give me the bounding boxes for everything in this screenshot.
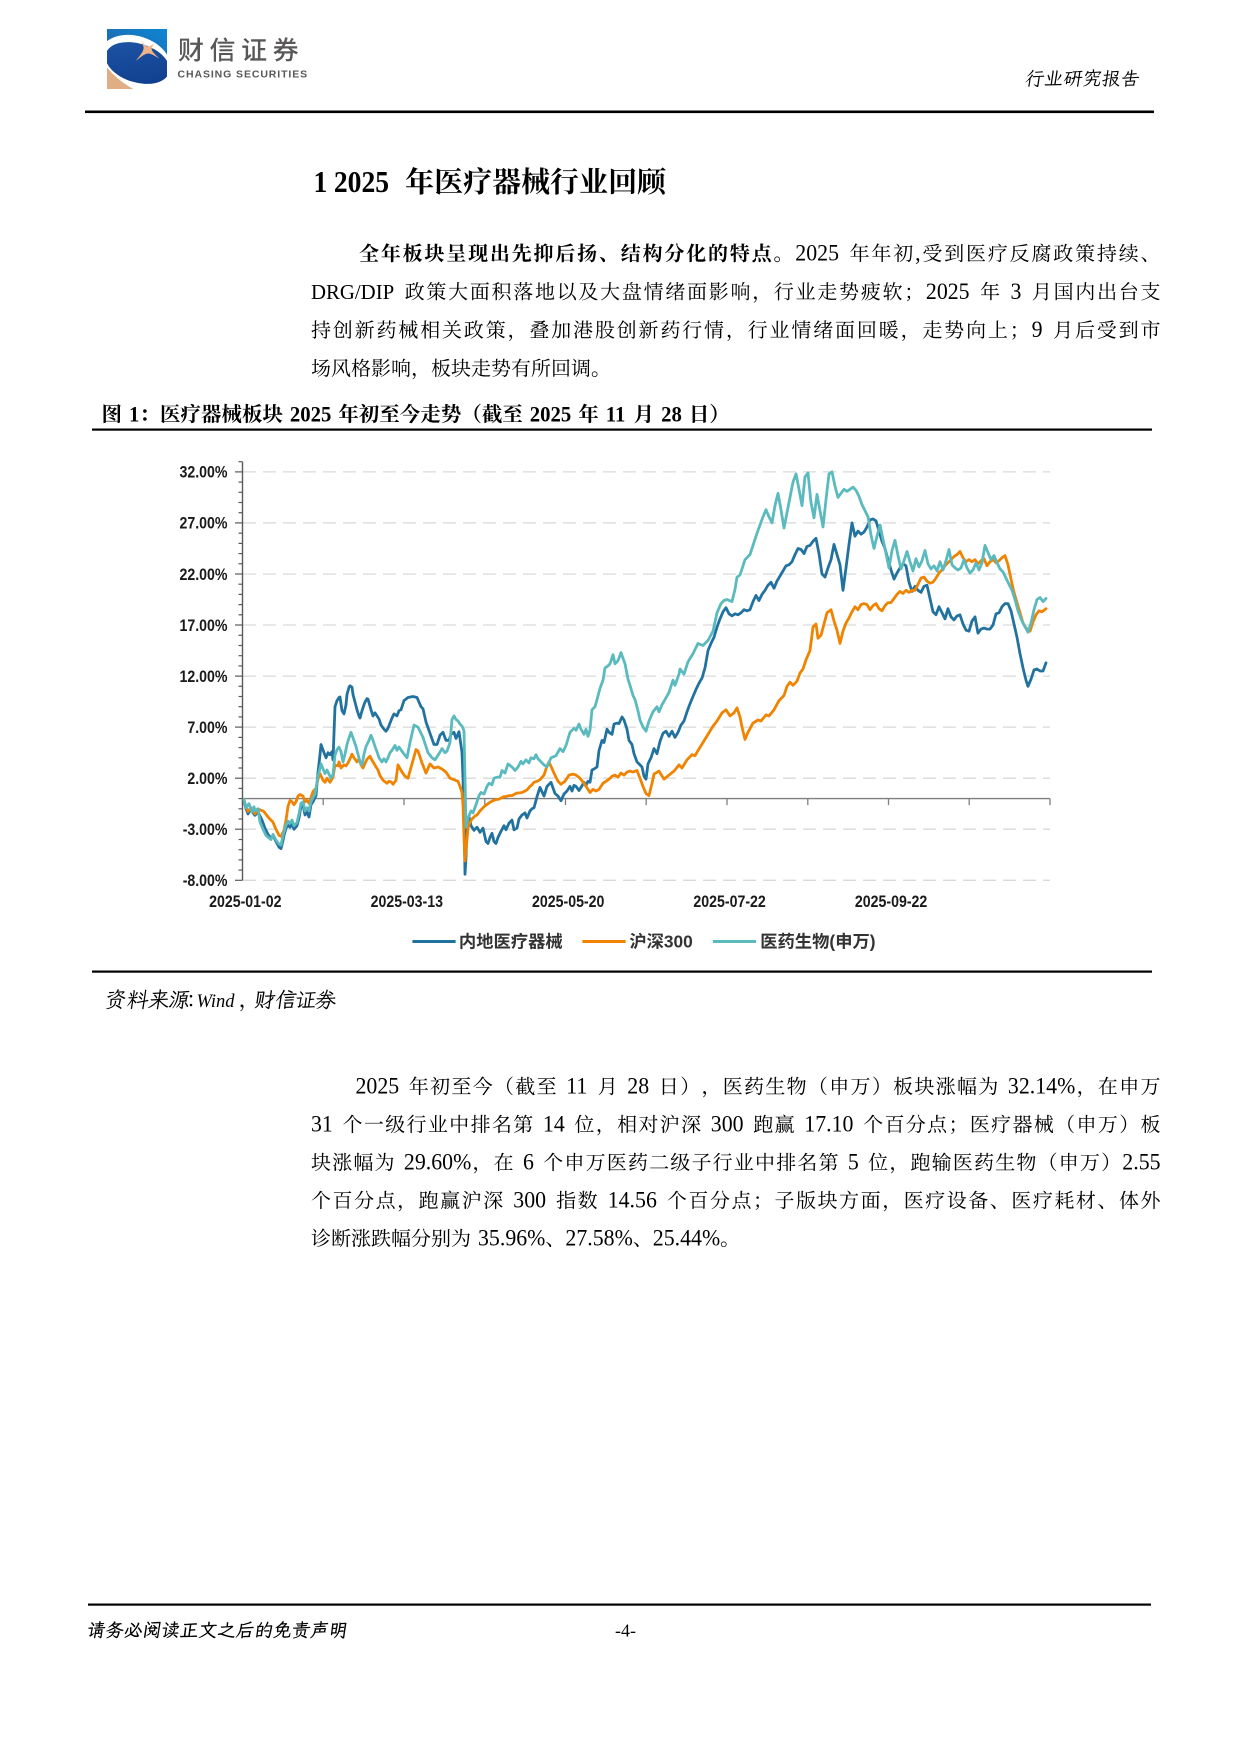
svg-text:32.00%: 32.00%	[180, 464, 228, 482]
svg-text:2025: 2025	[334, 166, 389, 200]
svg-text:17.00%: 17.00%	[180, 617, 228, 635]
svg-text:28: 28	[661, 402, 682, 427]
svg-text:3: 3	[1011, 278, 1022, 304]
svg-text:2025-05-20: 2025-05-20	[532, 893, 604, 911]
svg-text:CHASING SECURITIES: CHASING SECURITIES	[178, 69, 309, 81]
svg-text:22.00%: 22.00%	[180, 566, 228, 584]
svg-text:11: 11	[566, 1073, 587, 1099]
svg-text:DRG/DIP: DRG/DIP	[311, 281, 394, 304]
svg-text:14.56: 14.56	[608, 1187, 657, 1213]
svg-text:Wind: Wind	[197, 992, 236, 1012]
svg-text:2025: 2025	[530, 402, 571, 427]
svg-text:): )	[870, 932, 876, 952]
svg-text:2025: 2025	[290, 402, 331, 427]
svg-text:2025-01-02: 2025-01-02	[209, 893, 281, 911]
svg-text:300: 300	[513, 1187, 546, 1213]
svg-text:27.00%: 27.00%	[180, 515, 228, 533]
svg-text:-8.00%: -8.00%	[183, 872, 228, 890]
svg-text:28: 28	[627, 1073, 649, 1099]
svg-text:2025: 2025	[926, 278, 970, 304]
svg-text:2.00%: 2.00%	[187, 770, 228, 788]
svg-text:,: ,	[915, 240, 920, 266]
svg-text:2.55: 2.55	[1122, 1149, 1160, 1175]
svg-text:12.00%: 12.00%	[180, 668, 228, 686]
svg-text:2025: 2025	[795, 240, 839, 266]
svg-text:11: 11	[606, 402, 626, 427]
svg-text:2025: 2025	[356, 1073, 400, 1099]
svg-text:35.96%: 35.96%	[478, 1225, 545, 1251]
svg-text:31: 31	[311, 1111, 333, 1137]
svg-text:2025-03-13: 2025-03-13	[371, 893, 443, 911]
svg-text:300: 300	[664, 932, 693, 952]
svg-text:6: 6	[523, 1149, 534, 1175]
svg-text:2025-09-22: 2025-09-22	[855, 893, 927, 911]
svg-text:29.60%: 29.60%	[404, 1149, 471, 1175]
svg-text:14: 14	[543, 1111, 565, 1137]
svg-text:27.58%: 27.58%	[565, 1225, 632, 1251]
svg-text:32.14%: 32.14%	[1008, 1073, 1075, 1099]
svg-text:(: (	[829, 932, 835, 952]
svg-text:1: 1	[129, 402, 139, 427]
svg-text:25.44%: 25.44%	[653, 1225, 720, 1251]
svg-text:-3.00%: -3.00%	[183, 821, 228, 839]
svg-text:300: 300	[711, 1111, 744, 1137]
svg-text:2025-07-22: 2025-07-22	[693, 893, 765, 911]
svg-text:-4-: -4-	[615, 1621, 636, 1641]
svg-text:9: 9	[1032, 316, 1043, 342]
svg-text:5: 5	[848, 1149, 859, 1175]
svg-text:7.00%: 7.00%	[187, 719, 228, 737]
svg-text:1: 1	[314, 166, 328, 200]
svg-text:17.10: 17.10	[804, 1111, 853, 1137]
